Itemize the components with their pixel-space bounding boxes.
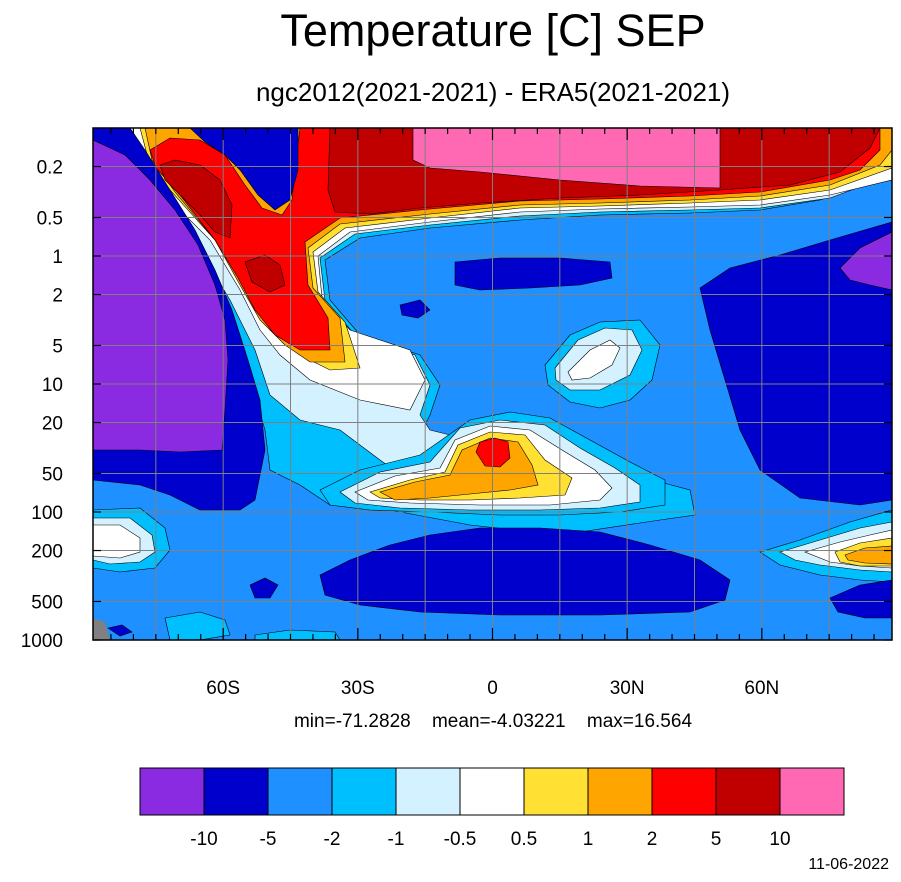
contour-band-upper-left-blue [189,128,299,211]
contour-band-sh-violet [93,139,229,453]
colorbar-label: 2 [647,829,658,850]
contour-band-surface-cyan-2 [254,629,341,640]
colorbar-label: -0.5 [444,829,477,850]
contour-band-surface-deepblue [107,624,133,637]
y-tick-label: 1000 [21,631,63,652]
x-axis-tick-labels: 60S 30S 0 30N 60N [206,678,779,699]
stat-max: max=16.564 [586,711,693,732]
colorbar-swatch [779,767,845,816]
colorbar-swatch [587,767,653,816]
contour-band-nh-bottom-deepblue [829,579,892,619]
stat-min: min=-71.2828 [293,711,411,732]
colorbar-swatch [651,767,717,816]
missing-data-region [93,618,110,640]
colorbar-swatch [523,767,589,816]
chart-title: Temperature [C] SEP [280,5,706,56]
contour-band-30n-white [567,339,621,381]
contour-band-eq-deepblue [454,257,613,291]
y-tick-label: 50 [42,464,63,485]
colorbar [139,767,845,816]
y-tick-label: 200 [31,542,63,563]
contour-band-upper-darkred-2 [159,159,233,239]
colorbar-label: -5 [260,829,277,850]
y-tick-label: 0.2 [37,158,63,179]
x-tick-label: 60S [206,678,240,699]
x-tick-label: 0 [487,678,498,699]
y-tick-label: 1 [52,247,63,268]
y-tick-label: 2 [52,286,63,307]
contour-band-surface-cyan-1 [164,611,231,640]
colorbar-label: -2 [324,829,341,850]
colorbar-label: 0.5 [511,829,537,850]
contour-band-sh-low-white [93,524,141,559]
contour-band-eq-deepblue-2 [399,299,431,319]
y-tick-label: 20 [42,414,63,435]
colorbar-label: -10 [190,829,217,850]
contour-band-nh-deepblue [699,221,892,506]
contour-field [93,128,892,640]
stat-mean: mean=-4.03221 [431,711,566,732]
colorbar-swatch [459,767,525,816]
colorbar-swatch [203,767,269,816]
y-tick-label: 500 [31,592,63,613]
axis-ticks [93,128,892,641]
colorbar-swatch [395,767,461,816]
colorbar-swatch [267,767,333,816]
x-tick-label: 60N [744,678,779,699]
x-tick-label: 30S [341,678,375,699]
colorbar-swatch [139,767,205,816]
contour-band-nh-violet [839,231,892,291]
colorbar-label: 5 [711,829,722,850]
y-tick-label: 100 [31,503,63,524]
contour-band-small-deepblue [249,577,279,599]
y-axis-tick-labels: 0.2 0.5 1 2 5 10 20 50 100 200 500 1000 [21,158,63,652]
date-stamp: 11-06-2022 [808,856,889,873]
stats-line: min=-71.2828 mean=-4.03221 max=16.564 [0,710,901,734]
y-tick-label: 0.5 [37,208,63,229]
x-tick-label: 30N [610,678,645,699]
colorbar-label: 10 [769,829,790,850]
y-tick-label: 5 [52,336,63,357]
y-tick-label: 10 [42,375,63,396]
contour-band-upper-darkred-3 [244,254,286,293]
colorbar-tick-labels: -10 -5 -2 -1 -0.5 0.5 1 2 5 10 [190,829,790,850]
colorbar-label: -1 [388,829,405,850]
chart-subtitle: ngc2012(2021-2021) - ERA5(2021-2021) [255,77,731,107]
colorbar-swatch [331,767,397,816]
colorbar-swatch [715,767,781,816]
grid-lines [93,128,892,640]
colorbar-label: 1 [583,829,594,850]
